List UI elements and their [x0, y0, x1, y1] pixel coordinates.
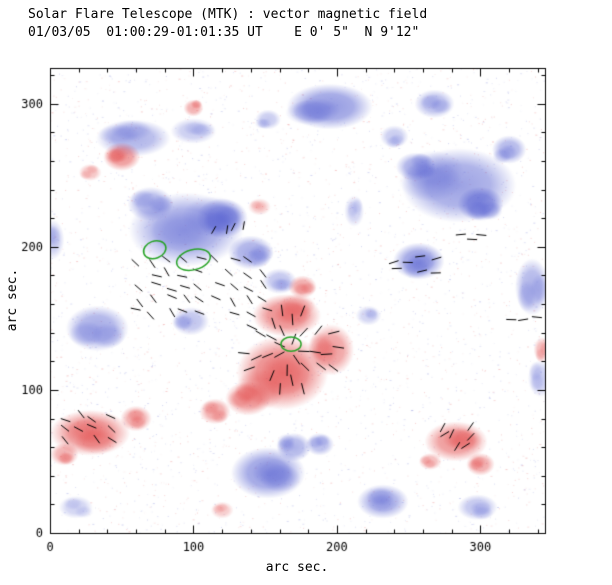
- chart-title: Solar Flare Telescope (MTK) : vector mag…: [28, 7, 428, 22]
- y-axis-label: arc sec.: [5, 268, 20, 332]
- chart-subtitle: 01/03/05 01:00:29-01:01:35 UT E 0' 5" N …: [28, 25, 420, 40]
- x-axis-label: arc sec.: [265, 560, 329, 575]
